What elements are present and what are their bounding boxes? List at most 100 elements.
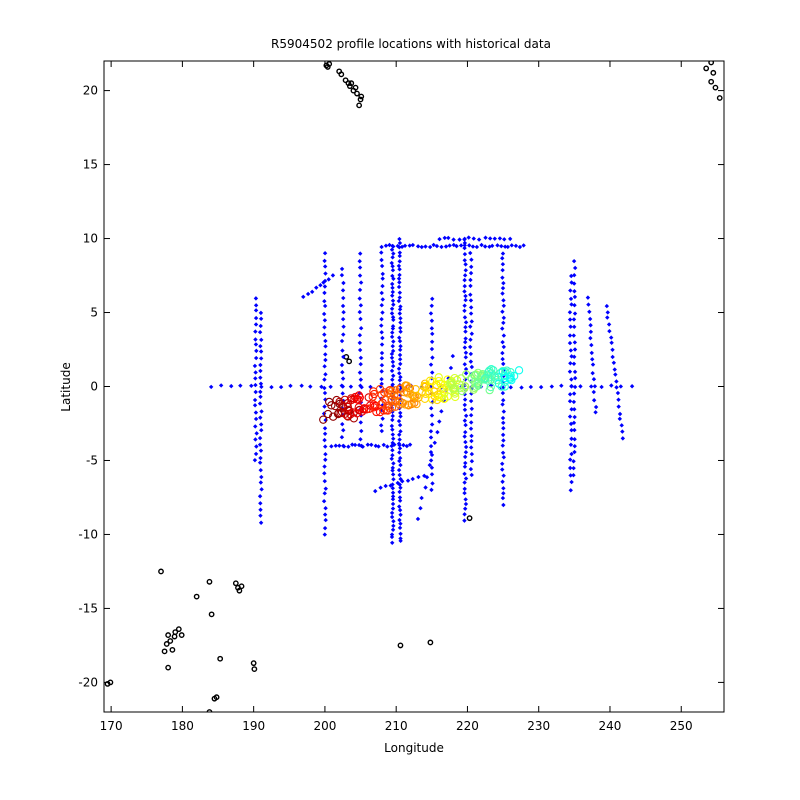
historical-point bbox=[617, 411, 623, 417]
historical-point bbox=[253, 329, 258, 334]
historical-point bbox=[462, 506, 468, 511]
historical-point bbox=[379, 376, 384, 382]
historical-point bbox=[392, 442, 397, 447]
historical-point bbox=[609, 335, 614, 340]
historical-point bbox=[323, 271, 328, 276]
historical-point bbox=[397, 236, 402, 242]
coastline-point bbox=[178, 632, 185, 638]
historical-point bbox=[323, 486, 328, 491]
x-tick-label: 210 bbox=[385, 719, 408, 733]
historical-point bbox=[572, 354, 577, 360]
historical-point bbox=[301, 294, 306, 300]
historical-point bbox=[390, 377, 395, 382]
historical-point bbox=[463, 325, 468, 330]
historical-point bbox=[388, 483, 393, 488]
historical-point bbox=[358, 251, 363, 256]
historical-point bbox=[395, 480, 400, 486]
historical-point bbox=[258, 316, 264, 322]
historical-point bbox=[613, 372, 618, 377]
historical-point bbox=[568, 348, 574, 353]
historical-point bbox=[396, 298, 402, 304]
historical-point bbox=[568, 465, 573, 471]
historical-point bbox=[571, 391, 577, 396]
historical-point bbox=[390, 268, 396, 273]
y-tick-label: -20 bbox=[78, 675, 98, 689]
historical-point bbox=[500, 450, 506, 455]
historical-point bbox=[501, 333, 507, 338]
profile-point bbox=[343, 412, 353, 421]
y-tick-label: 10 bbox=[83, 232, 98, 246]
historical-point bbox=[571, 465, 576, 471]
profile-point bbox=[484, 367, 493, 377]
profile-point bbox=[345, 406, 354, 416]
historical-point bbox=[259, 409, 264, 414]
historical-point bbox=[578, 384, 583, 389]
historical-point bbox=[322, 332, 327, 337]
coastline-point bbox=[342, 77, 349, 84]
historical-point bbox=[419, 244, 424, 250]
historical-point bbox=[323, 344, 328, 349]
historical-point bbox=[398, 329, 403, 334]
historical-point bbox=[497, 236, 503, 241]
historical-point bbox=[462, 392, 467, 397]
historical-point bbox=[610, 354, 615, 360]
historical-point bbox=[572, 311, 578, 316]
historical-point bbox=[569, 377, 574, 382]
historical-point bbox=[476, 237, 482, 242]
historical-point bbox=[398, 429, 403, 434]
historical-point bbox=[501, 455, 507, 460]
historical-point bbox=[323, 372, 328, 377]
historical-point bbox=[357, 309, 362, 315]
historical-point bbox=[389, 306, 395, 311]
historical-point bbox=[462, 283, 467, 289]
historical-point bbox=[463, 460, 468, 466]
historical-point bbox=[322, 437, 327, 443]
historical-point bbox=[501, 344, 506, 350]
historical-point bbox=[502, 237, 507, 242]
historical-point bbox=[379, 342, 385, 347]
historical-point bbox=[390, 472, 396, 477]
historical-point bbox=[463, 350, 469, 355]
historical-point bbox=[614, 379, 619, 384]
historical-point bbox=[482, 244, 488, 249]
x-tick-label: 180 bbox=[171, 719, 194, 733]
coastline-point bbox=[193, 593, 200, 600]
coastline-point bbox=[348, 80, 355, 87]
coastline-point bbox=[206, 578, 213, 585]
historical-point bbox=[253, 322, 259, 327]
historical-point bbox=[419, 495, 424, 501]
profile-point bbox=[398, 398, 408, 408]
profile-point bbox=[474, 379, 483, 388]
historical-point bbox=[569, 273, 574, 279]
historical-point bbox=[428, 429, 434, 434]
historical-point bbox=[469, 391, 474, 396]
coastline-point bbox=[710, 69, 717, 76]
historical-point bbox=[463, 497, 468, 502]
historical-point bbox=[528, 384, 534, 390]
historical-point bbox=[258, 422, 264, 427]
historical-point bbox=[463, 413, 469, 418]
historical-point bbox=[397, 250, 403, 255]
historical-point bbox=[572, 384, 578, 390]
profile-point bbox=[490, 373, 500, 382]
coastline-point bbox=[703, 65, 710, 72]
historical-point bbox=[462, 289, 467, 294]
historical-point bbox=[501, 280, 506, 286]
historical-point bbox=[629, 384, 635, 389]
historical-point bbox=[390, 417, 395, 423]
historical-point bbox=[572, 407, 577, 412]
historical-point bbox=[521, 243, 526, 248]
historical-point bbox=[429, 303, 434, 308]
x-tick-label: 200 bbox=[313, 719, 336, 733]
historical-point bbox=[451, 237, 456, 242]
historical-point bbox=[468, 298, 474, 303]
historical-point bbox=[397, 357, 403, 362]
historical-point bbox=[615, 390, 621, 396]
y-axis-label: Latitude bbox=[59, 362, 73, 411]
historical-point bbox=[358, 355, 364, 361]
historical-point bbox=[462, 418, 468, 423]
historical-point bbox=[329, 444, 334, 449]
historical-point bbox=[468, 277, 473, 283]
historical-point bbox=[358, 325, 364, 331]
historical-point bbox=[462, 315, 468, 320]
